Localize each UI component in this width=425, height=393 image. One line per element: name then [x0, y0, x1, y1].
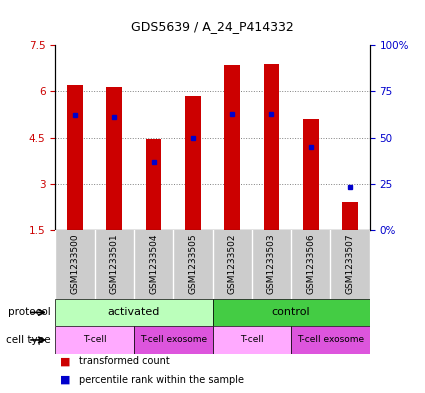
- Bar: [55, 299, 212, 326]
- Text: T-cell exosome: T-cell exosome: [297, 336, 364, 344]
- Bar: [185, 96, 201, 230]
- Bar: [303, 119, 319, 230]
- Bar: [224, 65, 240, 230]
- Text: GSM1233500: GSM1233500: [71, 233, 79, 294]
- Text: T-cell exosome: T-cell exosome: [140, 336, 207, 344]
- Bar: [212, 299, 370, 326]
- Bar: [67, 85, 83, 230]
- Text: activated: activated: [108, 307, 160, 318]
- Text: GDS5639 / A_24_P414332: GDS5639 / A_24_P414332: [131, 20, 294, 33]
- Text: T-cell: T-cell: [83, 336, 106, 344]
- Bar: [55, 326, 134, 354]
- Text: percentile rank within the sample: percentile rank within the sample: [79, 375, 244, 385]
- Bar: [342, 202, 358, 230]
- Bar: [264, 64, 279, 230]
- Text: GSM1233503: GSM1233503: [267, 233, 276, 294]
- Text: GSM1233506: GSM1233506: [306, 233, 315, 294]
- Bar: [106, 87, 122, 230]
- Text: ■: ■: [60, 375, 70, 385]
- Text: GSM1233507: GSM1233507: [346, 233, 354, 294]
- Text: ■: ■: [60, 356, 70, 366]
- Text: GSM1233502: GSM1233502: [228, 233, 237, 294]
- Bar: [291, 326, 370, 354]
- Text: cell type: cell type: [6, 335, 51, 345]
- Bar: [134, 326, 212, 354]
- Text: protocol: protocol: [8, 307, 51, 318]
- Text: GSM1233504: GSM1233504: [149, 233, 158, 294]
- Text: transformed count: transformed count: [79, 356, 170, 366]
- Text: T-cell: T-cell: [240, 336, 264, 344]
- Text: GSM1233501: GSM1233501: [110, 233, 119, 294]
- Bar: [212, 326, 291, 354]
- Bar: [146, 139, 162, 230]
- Text: GSM1233505: GSM1233505: [188, 233, 197, 294]
- Text: control: control: [272, 307, 310, 318]
